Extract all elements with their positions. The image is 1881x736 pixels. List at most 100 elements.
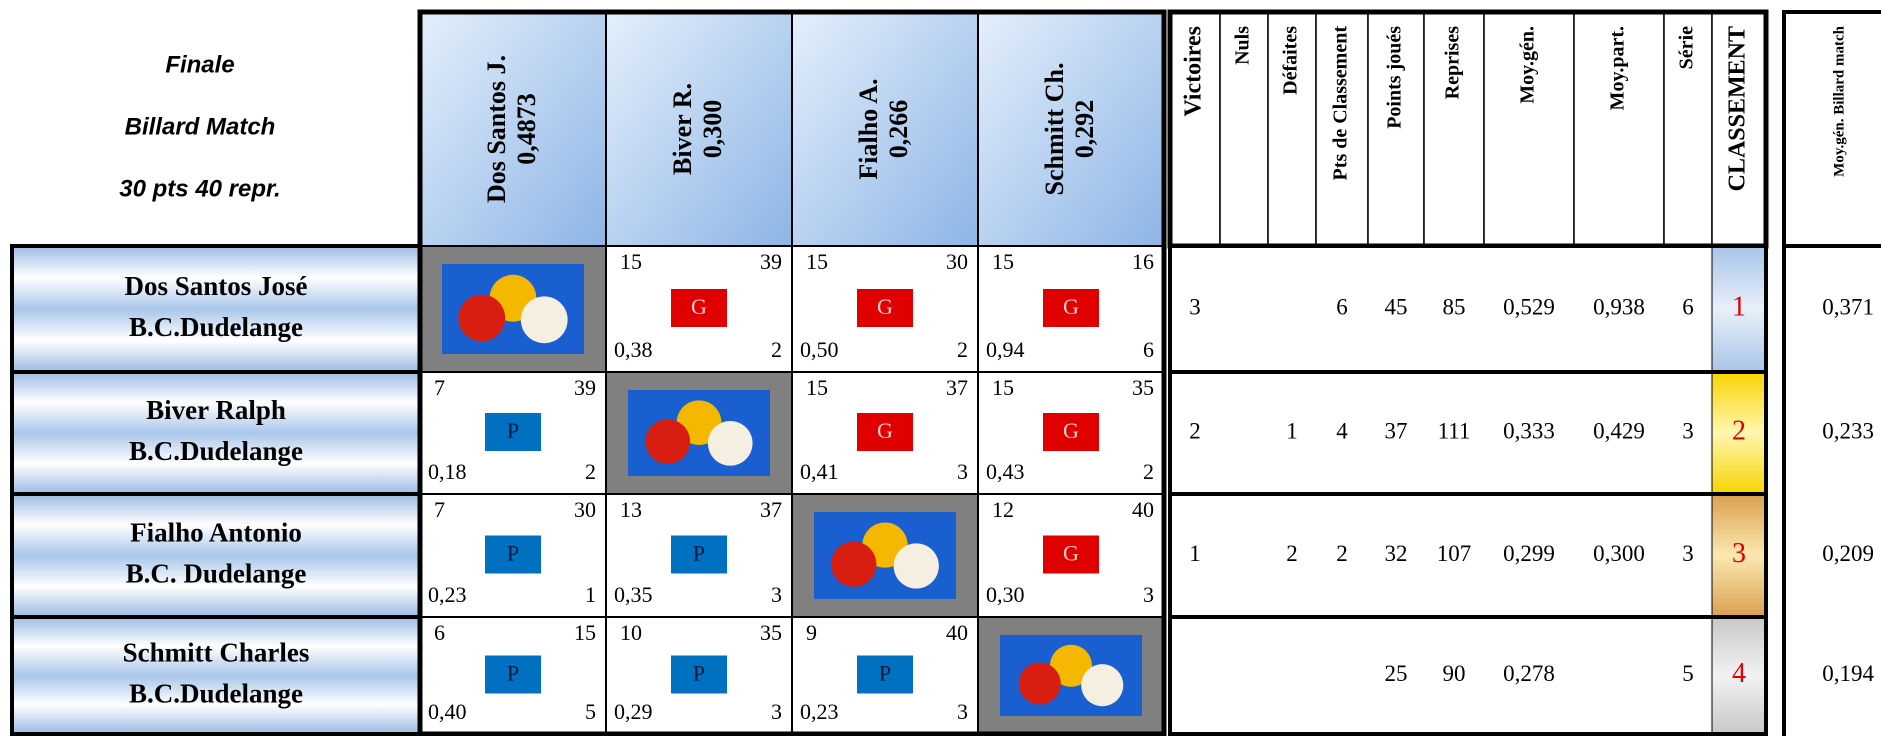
match-reprises: 30: [574, 497, 596, 522]
match-result: P: [879, 661, 891, 686]
ball-red: [1018, 662, 1061, 705]
match-result: G: [691, 294, 707, 319]
stat-value: 2: [1189, 418, 1201, 443]
player-header-cell: [605, 11, 793, 247]
result-box: [671, 655, 727, 694]
ball-red: [458, 294, 506, 342]
match-average: 0,35: [614, 582, 653, 607]
ball-white: [707, 420, 753, 466]
match-reprises: 37: [946, 375, 968, 400]
name-cell: [10, 492, 422, 619]
match-result: P: [507, 541, 519, 566]
match-serie: 1: [585, 582, 596, 607]
match-points: 15: [620, 249, 642, 274]
stat-header-cell: [1315, 11, 1369, 247]
match-points: 15: [992, 249, 1014, 274]
match-result: G: [877, 418, 893, 443]
name-cell: [10, 244, 422, 374]
match-average: 0,29: [614, 699, 653, 724]
match-result: P: [693, 541, 705, 566]
match-reprises: 39: [760, 249, 782, 274]
stat-value: 4: [1336, 418, 1348, 443]
match-serie: 2: [585, 459, 596, 484]
name-cell: [10, 370, 422, 496]
match-average: 0,94: [986, 337, 1025, 362]
moy-billard: 0,233: [1822, 418, 1874, 443]
match-reprises: 15: [574, 620, 596, 645]
stat-value: 37: [1385, 418, 1408, 443]
match-average: 0,23: [428, 582, 467, 607]
match-points: 12: [992, 497, 1014, 522]
match-result: G: [877, 294, 893, 319]
result-box: [1043, 413, 1099, 451]
stat-value: 90: [1443, 661, 1466, 686]
stat-value: 0,429: [1593, 418, 1645, 443]
stat-value: 2: [1336, 541, 1348, 566]
match-points: 9: [806, 620, 817, 645]
match-reprises: 35: [1132, 375, 1154, 400]
match-serie: 3: [957, 459, 968, 484]
match-average: 0,30: [986, 582, 1025, 607]
result-box: [671, 535, 727, 574]
player-header-cell: [419, 11, 607, 247]
match-reprises: 35: [760, 620, 782, 645]
stats-row: [1170, 246, 1766, 372]
player-header-cell: [977, 11, 1165, 247]
match-average: 0,18: [428, 459, 467, 484]
match-serie: 2: [1143, 459, 1154, 484]
moy-billard: 0,194: [1822, 661, 1874, 686]
result-box: [857, 289, 913, 327]
match-points: 15: [806, 249, 828, 274]
moy-billard: 0,209: [1822, 541, 1874, 566]
match-points: 13: [620, 497, 642, 522]
stat-value: 111: [1438, 418, 1471, 443]
match-average: 0,50: [800, 337, 839, 362]
side-header-cell: [1782, 10, 1881, 248]
stats-row: [1170, 494, 1766, 617]
result-box: [671, 289, 727, 327]
match-serie: 5: [585, 699, 596, 724]
match-serie: 3: [957, 699, 968, 724]
player-name: Schmitt Charles: [123, 638, 310, 668]
moy-billard: 0,371: [1822, 294, 1874, 319]
match-result: P: [693, 661, 705, 686]
title-line: Billard Match: [125, 113, 276, 140]
stat-value: 5: [1682, 661, 1694, 686]
player-name: Biver Ralph: [146, 395, 286, 425]
result-box: [485, 413, 541, 451]
stats-row: [1170, 372, 1766, 494]
table-layer: Finale Billard Match 30 pts 40 repr. Dos Sa…: [10, 9, 1881, 736]
player-name: Fialho Antonio: [130, 518, 302, 548]
stat-header-cell: [1219, 11, 1269, 247]
stat-value: 45: [1385, 294, 1408, 319]
stat-header-cell: [1573, 11, 1665, 247]
stats-row-frame: [1168, 615, 1768, 736]
stat-header: Série: [1676, 26, 1698, 69]
stat-header-cell: [1423, 11, 1485, 247]
stat-value: 3: [1682, 541, 1694, 566]
match-points: 10: [620, 620, 642, 645]
match-average: 0,43: [986, 459, 1025, 484]
stats-row: [1170, 617, 1766, 734]
ball-white: [893, 543, 939, 589]
player-header-name: Schmitt Ch.: [1040, 63, 1069, 196]
result-box: [857, 655, 913, 694]
title-line: Finale: [165, 51, 234, 78]
stat-value: 25: [1385, 661, 1408, 686]
stat-value: 6: [1336, 294, 1348, 319]
match-points: 7: [434, 497, 445, 522]
match-serie: 3: [771, 699, 782, 724]
match-average: 0,41: [800, 459, 839, 484]
match-reprises: 40: [946, 620, 968, 645]
stat-header: Nuls: [1232, 26, 1254, 65]
stat-value: 1: [1189, 541, 1201, 566]
result-box: [485, 655, 541, 694]
stat-header: Reprises: [1442, 26, 1464, 100]
name-cell: [10, 615, 422, 736]
stat-value: 32: [1385, 541, 1408, 566]
match-points: 15: [806, 375, 828, 400]
stat-header: Pts de Classement: [1330, 26, 1352, 181]
match-reprises: 40: [1132, 497, 1154, 522]
